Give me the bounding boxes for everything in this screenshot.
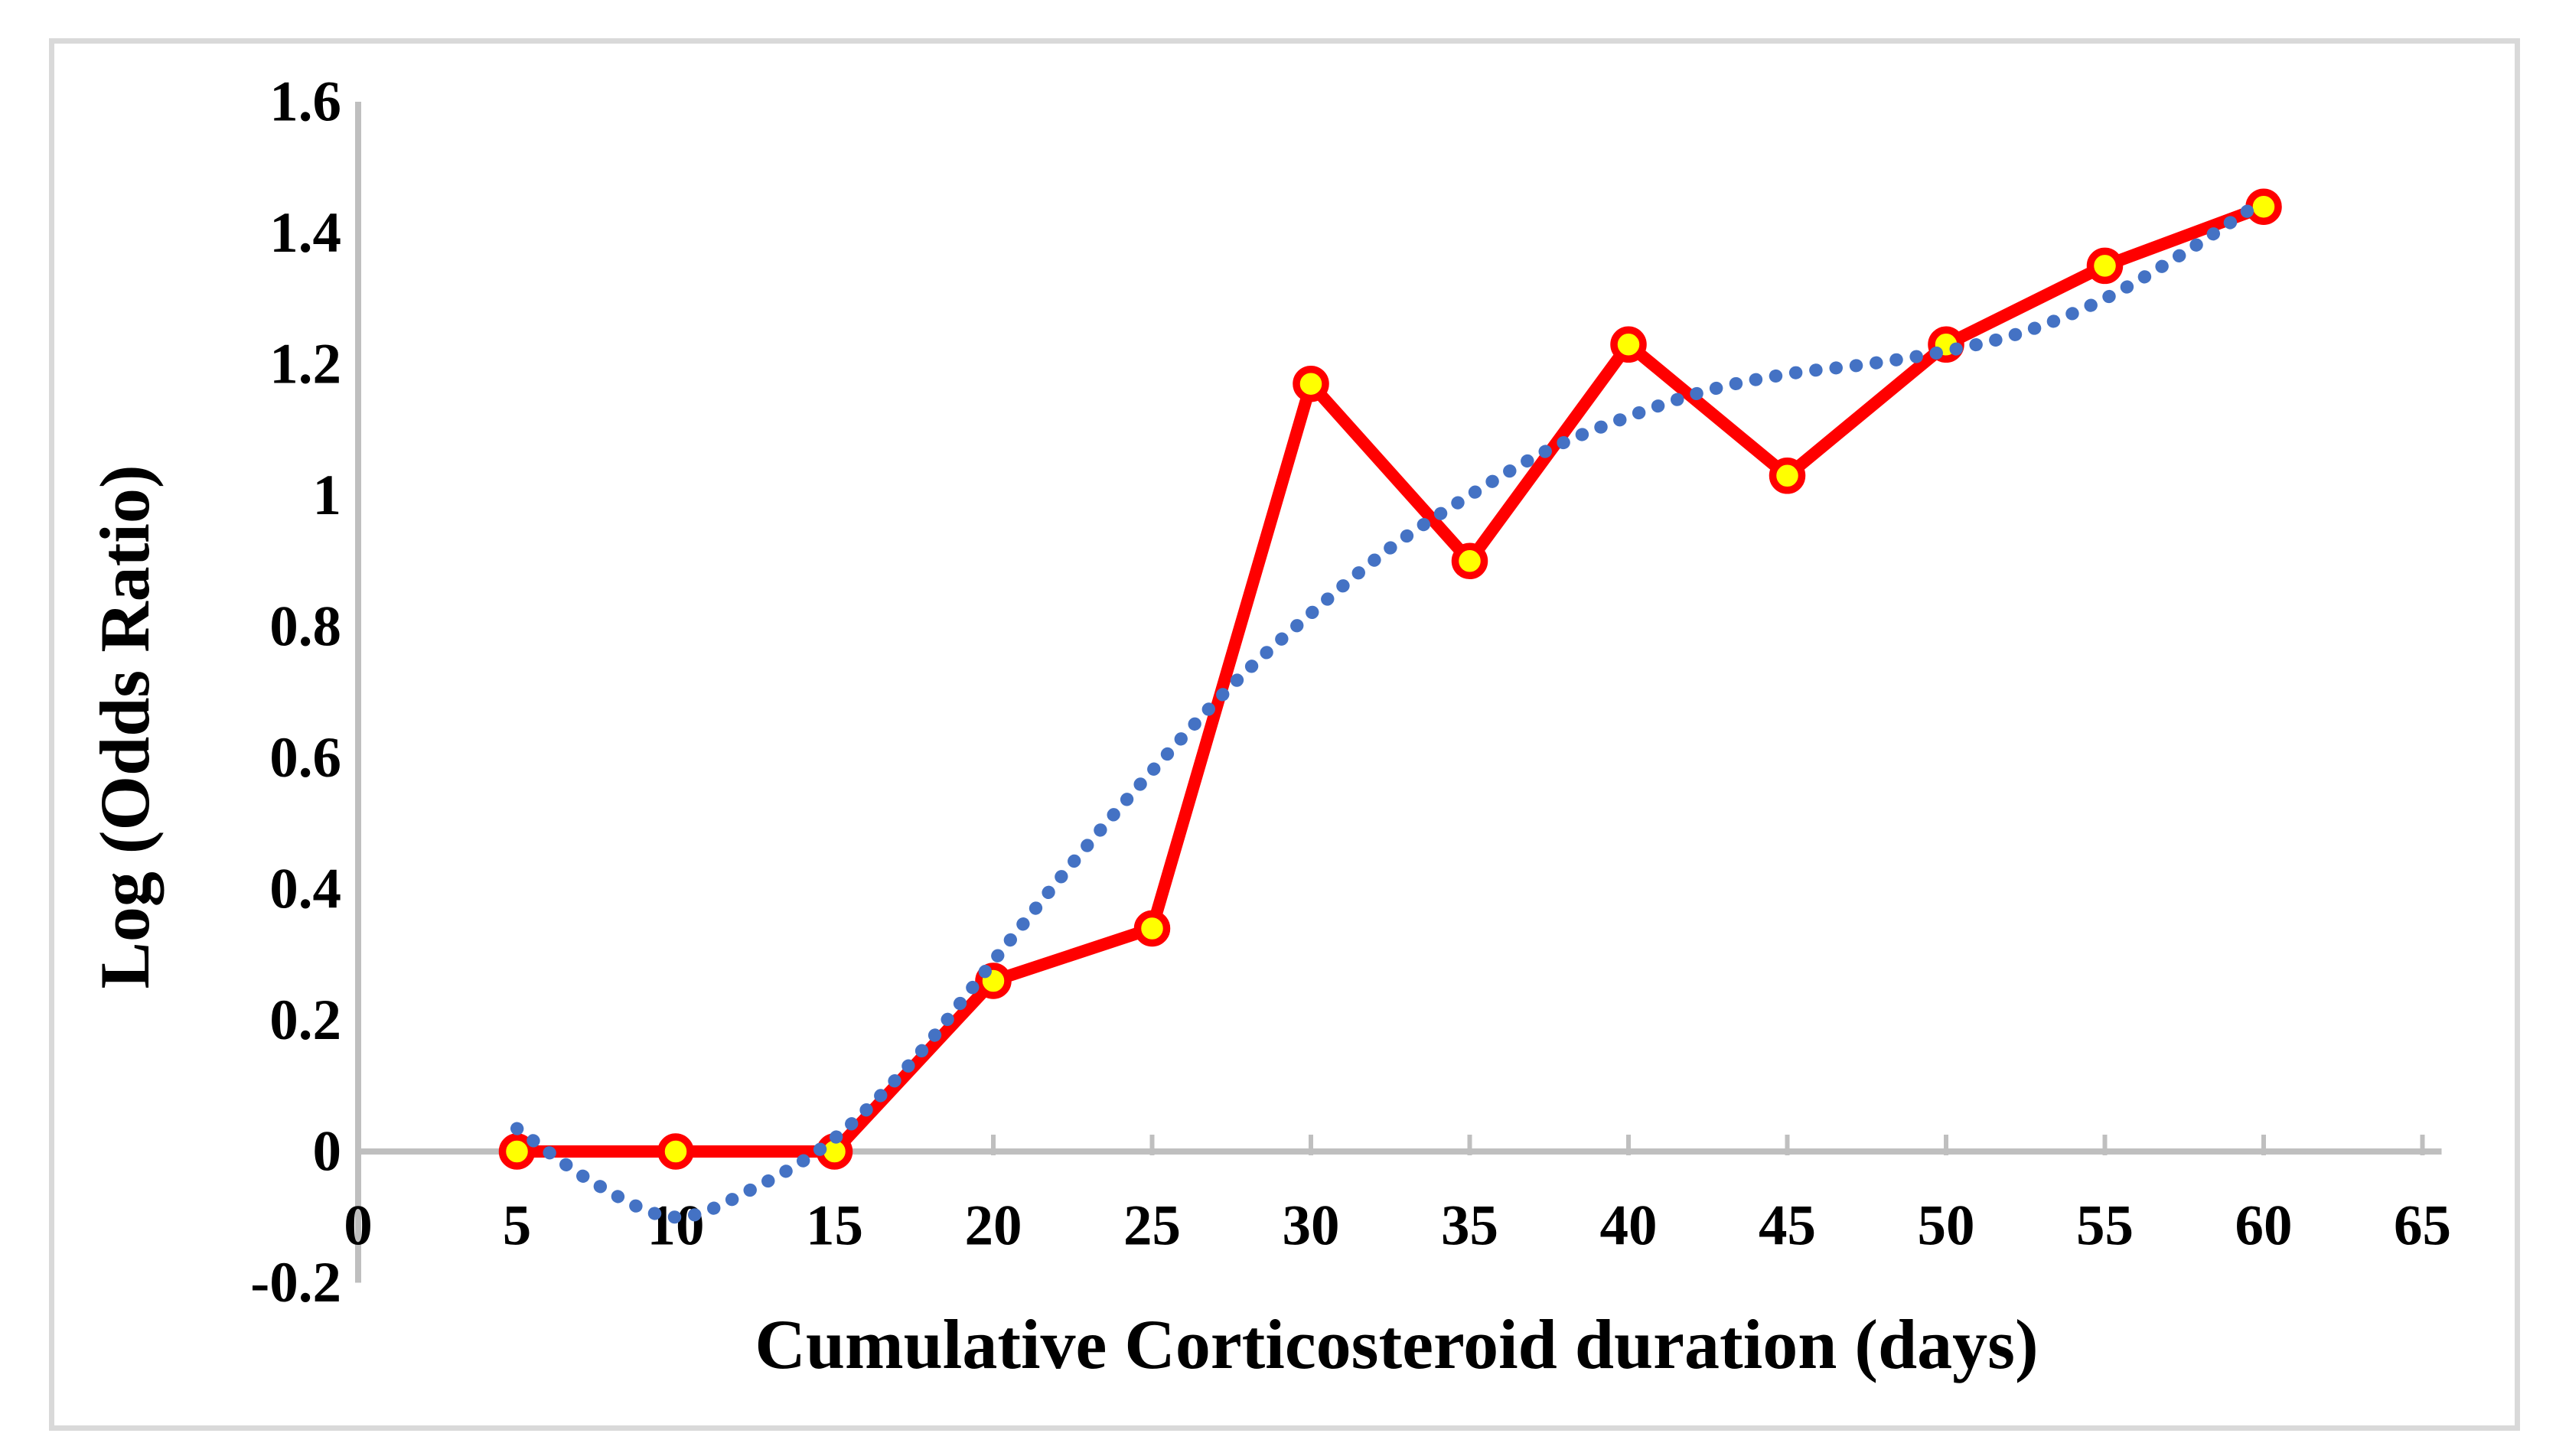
x-tick-label: 35 (1441, 1194, 1498, 1258)
data-point-marker (1293, 365, 1329, 402)
data-point-marker (498, 1133, 536, 1170)
x-tick-label: 30 (1283, 1194, 1340, 1258)
x-axis-title: Cumulative Corticosteroid duration (days… (755, 1305, 2038, 1383)
x-tick-label: 25 (1123, 1194, 1181, 1258)
y-tick-label: 1.4 (269, 201, 341, 265)
x-tick-label: 40 (1600, 1194, 1658, 1258)
y-tick-label: 0.4 (269, 858, 341, 921)
x-tick-label: 20 (965, 1194, 1022, 1258)
data-point-marker (1451, 542, 1488, 580)
x-tick-label: 50 (1918, 1194, 1975, 1258)
data-point-marker (1769, 458, 1806, 494)
y-tick-label: 0.6 (269, 726, 341, 790)
data-point-marker (2086, 247, 2124, 285)
data-point-marker (1610, 326, 1647, 363)
x-tick-label: 65 (2394, 1194, 2451, 1258)
data-point-marker (1133, 910, 1171, 947)
y-tick-label: -0.2 (250, 1251, 341, 1314)
x-tick-label: 0 (344, 1194, 373, 1258)
y-tick-label: 1.2 (269, 333, 341, 396)
y-tick-label: 1.6 (269, 70, 341, 134)
y-tick-label: 0.2 (269, 989, 341, 1052)
data-point-marker (2245, 188, 2282, 225)
x-tick-label: 45 (1759, 1194, 1816, 1258)
trendline-path (510, 194, 2271, 1224)
x-tick-label: 55 (2076, 1194, 2134, 1258)
chart-frame (49, 38, 2520, 1431)
x-tick-label: 60 (2235, 1194, 2293, 1258)
x-tick-label: 5 (503, 1194, 532, 1258)
series-line (510, 200, 2270, 1158)
data-point-marker (657, 1133, 694, 1170)
y-tick-label: 0 (313, 1120, 342, 1184)
x-tick-label: 10 (647, 1194, 705, 1258)
y-tick-label: 0.8 (269, 595, 341, 659)
y-tick-label: 1 (313, 464, 342, 527)
y-axis-title: Log (Odds Ratio) (86, 465, 164, 989)
x-tick-label: 15 (806, 1194, 863, 1258)
